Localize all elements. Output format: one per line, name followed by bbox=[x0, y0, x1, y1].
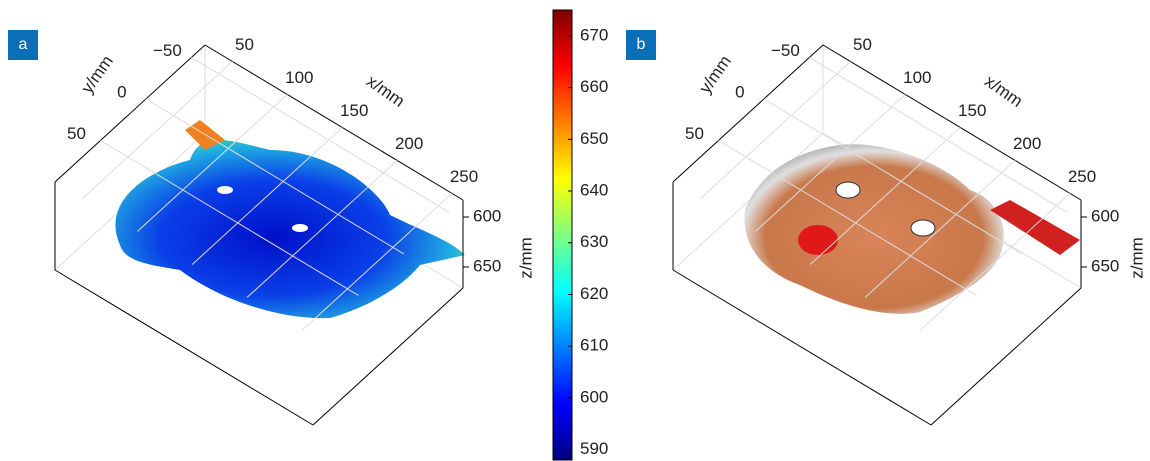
colorbar-tick-label: 650 bbox=[580, 129, 608, 148]
x-axis-label: x/mm bbox=[363, 71, 408, 110]
colorbar-tick-label: 600 bbox=[580, 387, 608, 406]
box-edge bbox=[931, 288, 1081, 425]
surface-ear bbox=[990, 200, 1080, 255]
y-tick-label: −50 bbox=[153, 41, 182, 60]
colorbar bbox=[553, 10, 572, 460]
box-edge bbox=[55, 45, 205, 182]
y-tick-label: 50 bbox=[67, 124, 86, 143]
z-axis-label: z/mm bbox=[1127, 237, 1146, 279]
x-tick-label: 100 bbox=[285, 68, 313, 87]
panel-label: b bbox=[637, 36, 646, 53]
x-tick-label: 200 bbox=[395, 134, 423, 153]
x-tick-label: 150 bbox=[958, 101, 986, 120]
x-tick-label: 250 bbox=[450, 167, 478, 186]
colorbar-tick-label: 640 bbox=[580, 181, 608, 200]
x-tick-label: 50 bbox=[235, 35, 254, 54]
figure: 50100150200250−50050600650x/mmy/mmz/mma5… bbox=[0, 0, 1150, 461]
colorbar-tick-label: 670 bbox=[580, 25, 608, 44]
panel-label: a bbox=[19, 36, 28, 53]
panel: 50 100 150 200 250 −50 0 50 600 650 x/mm y/mm z/mm b bbox=[626, 30, 1150, 425]
panel: 50 100 150 200 250 −50 0 50 600 650 x/mm y/mm z/mm a bbox=[8, 30, 535, 425]
y-axis-label: y/mm bbox=[695, 52, 734, 97]
x-tick-label: 200 bbox=[1013, 134, 1041, 153]
colorbar-tick-label: 590 bbox=[580, 439, 608, 458]
y-tick-label: 0 bbox=[117, 82, 126, 101]
colorbar-tick-label: 610 bbox=[580, 336, 608, 355]
face-mouth bbox=[798, 225, 838, 255]
face-eye bbox=[836, 182, 860, 198]
colorbar-tick-label: 620 bbox=[580, 284, 608, 303]
colorbar-tick-label: 660 bbox=[580, 77, 608, 96]
y-tick-label: −50 bbox=[771, 41, 800, 60]
surface-hole bbox=[292, 224, 308, 232]
z-tick-label: 600 bbox=[473, 206, 501, 225]
y-axis-label: y/mm bbox=[77, 52, 116, 97]
x-tick-label: 100 bbox=[903, 68, 931, 87]
surface-hole bbox=[217, 186, 233, 194]
z-tick-label: 600 bbox=[1091, 206, 1119, 225]
z-tick-label: 650 bbox=[473, 256, 501, 275]
z-tick-label: 650 bbox=[1091, 256, 1119, 275]
x-axis-label: x/mm bbox=[981, 71, 1026, 110]
y-tick-label: 50 bbox=[685, 124, 704, 143]
y-tick-label: 0 bbox=[735, 82, 744, 101]
x-tick-label: 250 bbox=[1068, 167, 1096, 186]
x-tick-label: 50 bbox=[853, 35, 872, 54]
colorbar-tick-label: 630 bbox=[580, 232, 608, 251]
face-eye bbox=[911, 220, 935, 236]
z-axis-label: z/mm bbox=[516, 237, 535, 279]
x-tick-label: 150 bbox=[340, 101, 368, 120]
